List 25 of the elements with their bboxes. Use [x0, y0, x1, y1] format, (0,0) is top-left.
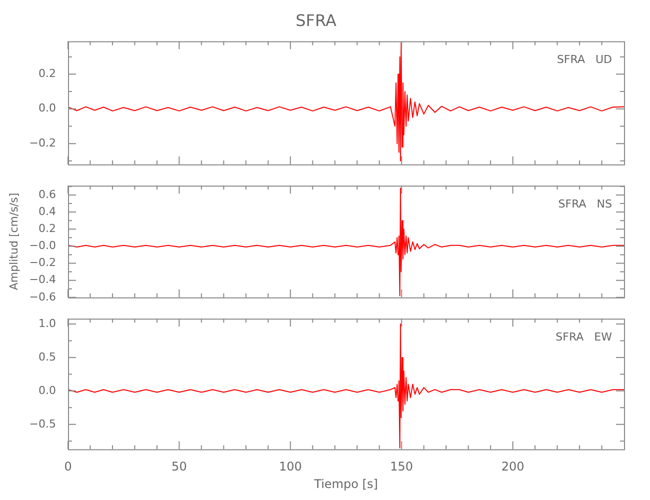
y-tick-label: 0.2 — [38, 222, 56, 235]
y-tick-label: 0.2 — [38, 67, 56, 80]
y-tick-label: 1.0 — [38, 316, 56, 330]
y-tick-label: 0.6 — [38, 188, 56, 201]
x-tick-label: 50 — [172, 460, 187, 474]
y-tick-label: −0.4 — [29, 273, 56, 286]
y-tick-label: 0.0 — [38, 384, 56, 397]
y-tick-label: 0.0 — [38, 102, 56, 115]
x-tick-label: 0 — [64, 460, 72, 474]
y-tick-label: −0.6 — [29, 290, 56, 304]
chart-title: SFRA — [296, 10, 336, 30]
y-tick-label: −0.0 — [29, 239, 56, 252]
y-tick-label: −0.2 — [29, 256, 56, 270]
y-tick-label: −0.2 — [29, 136, 56, 150]
y-tick-label: 0.5 — [38, 350, 56, 364]
x-tick-label: 150 — [390, 460, 414, 474]
y-tick-label: 0.4 — [38, 204, 56, 218]
y-axis-title: Amplitud [cm/s/s] — [7, 192, 20, 290]
annotation: SFRA EW — [556, 330, 612, 344]
y-tick-label: −0.5 — [29, 417, 56, 430]
x-tick-label: 200 — [501, 460, 524, 474]
annotation: SFRA UD — [556, 53, 612, 66]
x-axis-title: Tiempo [s] — [313, 476, 378, 491]
annotation: SFRA NS — [558, 198, 612, 211]
x-tick-label: 100 — [278, 460, 302, 474]
